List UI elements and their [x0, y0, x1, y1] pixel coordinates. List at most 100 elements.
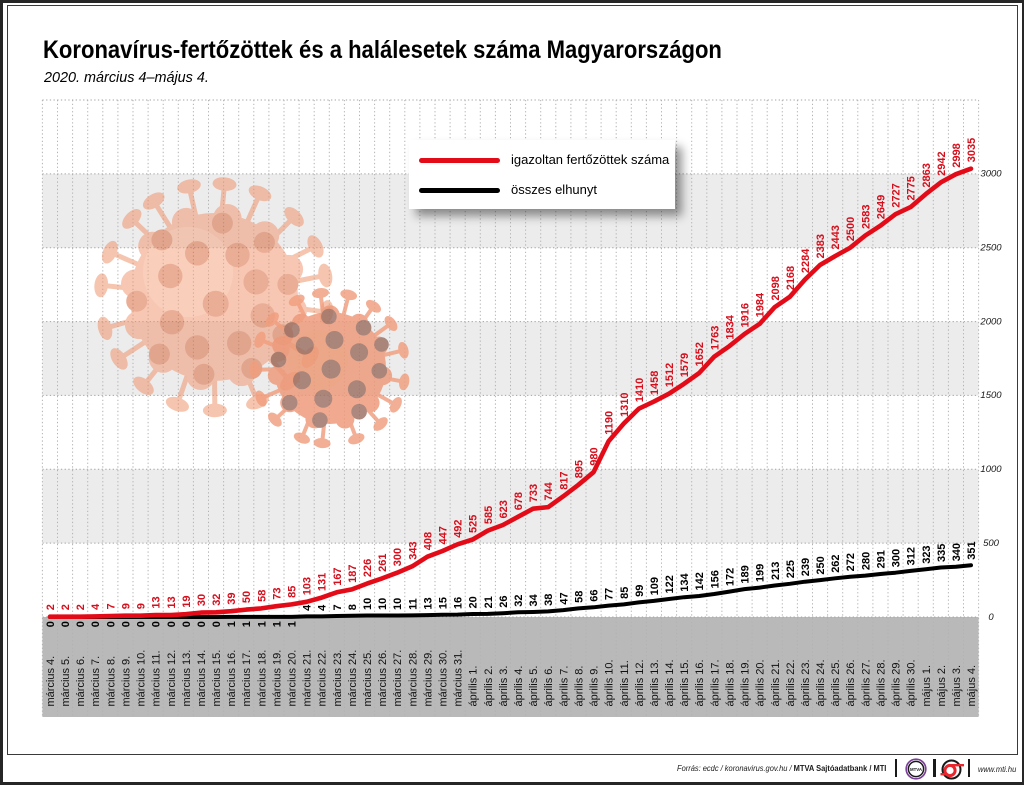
svg-text:300: 300 [392, 548, 404, 566]
svg-text:1500: 1500 [980, 390, 1002, 401]
svg-text:március 9.: március 9. [120, 656, 132, 707]
svg-text:85: 85 [287, 586, 299, 598]
svg-text:585: 585 [483, 506, 495, 524]
svg-text:március 13.: március 13. [181, 650, 193, 707]
svg-text:10: 10 [392, 598, 404, 610]
svg-text:7: 7 [105, 603, 117, 609]
svg-text:0: 0 [60, 621, 72, 627]
svg-text:272: 272 [845, 553, 857, 571]
svg-text:1834: 1834 [724, 314, 736, 339]
svg-text:0: 0 [988, 612, 994, 623]
svg-text:április 9.: április 9. [589, 666, 601, 707]
svg-text:9: 9 [120, 603, 132, 609]
svg-text:1916: 1916 [740, 303, 752, 327]
svg-text:250: 250 [815, 556, 827, 574]
svg-text:351: 351 [966, 541, 978, 559]
svg-text:április 2.: április 2. [483, 666, 495, 707]
svg-text:2649: 2649 [875, 195, 887, 219]
svg-text:199: 199 [755, 564, 767, 582]
svg-text:március 18.: március 18. [256, 650, 268, 707]
svg-text:április 15.: április 15. [679, 659, 691, 706]
svg-text:262: 262 [830, 554, 842, 572]
svg-text:április 24.: április 24. [815, 659, 827, 706]
svg-text:március 31.: március 31. [453, 650, 465, 707]
svg-text:167: 167 [332, 567, 344, 585]
svg-text:április 19.: április 19. [740, 659, 752, 706]
svg-text:7: 7 [332, 604, 344, 610]
svg-text:85: 85 [619, 587, 631, 599]
svg-text:április 16.: április 16. [694, 659, 706, 706]
svg-text:április 22.: április 22. [785, 659, 797, 706]
svg-text:0: 0 [211, 621, 223, 627]
svg-text:122: 122 [664, 575, 676, 593]
svg-text:május 1.: május 1. [921, 665, 933, 707]
svg-text:április 10.: április 10. [604, 659, 616, 706]
svg-text:0: 0 [105, 621, 117, 627]
svg-text:1: 1 [287, 621, 299, 627]
svg-text:280: 280 [860, 552, 872, 570]
svg-text:március 12.: március 12. [166, 650, 178, 707]
svg-text:március 19.: március 19. [271, 650, 283, 707]
svg-text:március 25.: március 25. [362, 650, 374, 707]
svg-text:13: 13 [422, 597, 434, 609]
svg-text:131: 131 [317, 573, 329, 591]
svg-text:április 3.: április 3. [498, 666, 510, 707]
svg-text:2500: 2500 [979, 243, 1002, 254]
svg-text:április 4.: április 4. [513, 666, 525, 707]
svg-text:március 17.: március 17. [241, 650, 253, 707]
svg-text:47: 47 [558, 592, 570, 604]
svg-text:március 21.: március 21. [302, 650, 314, 707]
svg-text:2: 2 [45, 604, 57, 610]
svg-text:817: 817 [558, 471, 570, 489]
svg-text:13: 13 [166, 596, 178, 608]
svg-text:1579: 1579 [679, 353, 691, 377]
svg-text:április 11.: április 11. [619, 660, 631, 706]
svg-text:623: 623 [498, 500, 510, 518]
svg-text:március 7.: március 7. [90, 656, 102, 707]
svg-text:980: 980 [589, 447, 601, 465]
svg-text:32: 32 [211, 594, 223, 606]
svg-text:678: 678 [513, 492, 525, 510]
svg-text:226: 226 [362, 559, 374, 577]
svg-text:335: 335 [936, 544, 948, 562]
svg-text:16: 16 [453, 597, 465, 609]
svg-text:261: 261 [377, 554, 389, 572]
svg-text:1984: 1984 [755, 292, 767, 317]
svg-text:május 2.: május 2. [936, 665, 948, 707]
svg-text:300: 300 [891, 549, 903, 567]
svg-text:15: 15 [438, 597, 450, 609]
svg-text:10: 10 [377, 598, 389, 610]
svg-text:1: 1 [271, 621, 283, 627]
svg-text:187: 187 [347, 565, 359, 583]
svg-text:március 22.: március 22. [317, 650, 329, 707]
svg-text:744: 744 [543, 481, 555, 500]
svg-text:4: 4 [302, 604, 314, 611]
svg-text:április 17.: április 17. [709, 659, 721, 706]
svg-text:0: 0 [196, 621, 208, 627]
svg-text:április 30.: április 30. [906, 659, 918, 706]
svg-text:április 29.: április 29. [891, 659, 903, 706]
svg-text:április 1.: április 1. [468, 666, 480, 707]
svg-text:március 26.: március 26. [377, 650, 389, 707]
svg-text:1: 1 [226, 621, 238, 627]
svg-text:1000: 1000 [980, 464, 1002, 475]
svg-text:április 28.: április 28. [875, 659, 887, 706]
svg-text:0: 0 [166, 621, 178, 627]
svg-text:2727: 2727 [891, 183, 903, 207]
svg-text:2775: 2775 [906, 176, 918, 200]
svg-text:4: 4 [317, 604, 329, 611]
svg-text:1310: 1310 [619, 393, 631, 417]
svg-text:26: 26 [498, 595, 510, 607]
svg-text:13: 13 [151, 596, 163, 608]
svg-text:április 7.: április 7. [558, 666, 570, 707]
svg-text:2998: 2998 [951, 143, 963, 167]
svg-text:március 8.: március 8. [105, 656, 117, 707]
svg-text:73: 73 [271, 587, 283, 599]
svg-text:1: 1 [256, 621, 268, 627]
svg-text:1763: 1763 [709, 326, 721, 350]
svg-text:március 24.: március 24. [347, 650, 359, 707]
svg-text:1: 1 [241, 621, 253, 627]
svg-text:1458: 1458 [649, 371, 661, 395]
svg-text:0: 0 [136, 621, 148, 627]
svg-text:március 5.: március 5. [60, 656, 72, 707]
